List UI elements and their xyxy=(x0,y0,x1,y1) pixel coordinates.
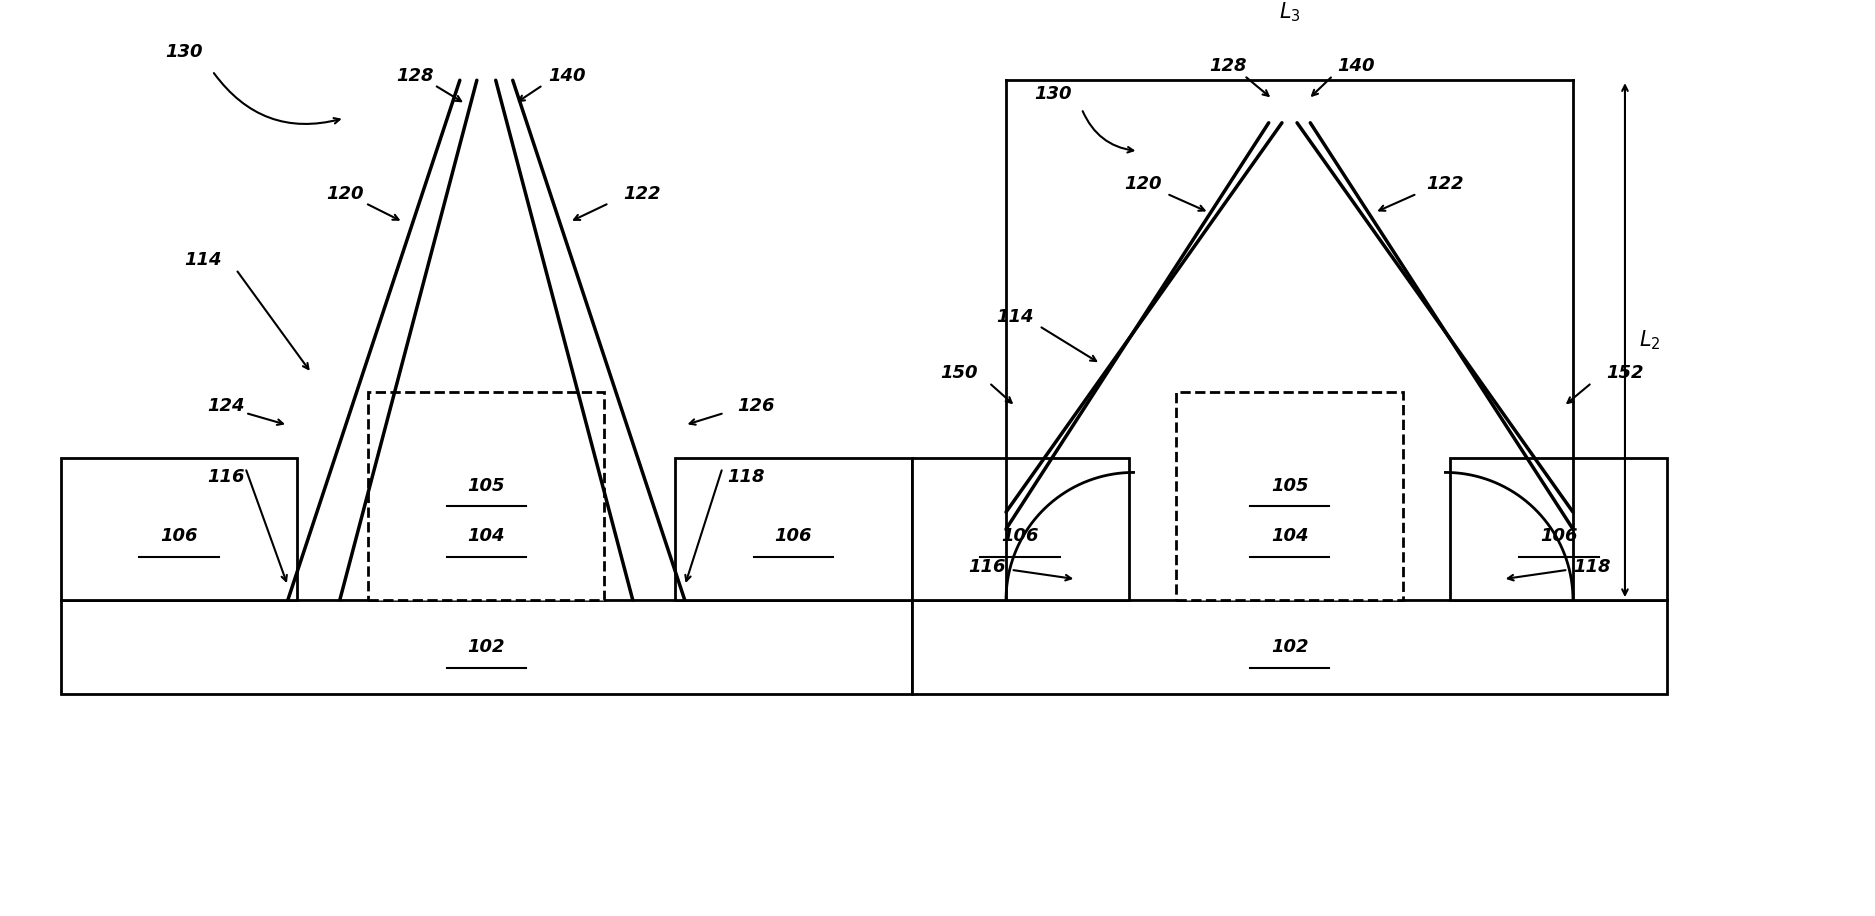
Text: 120: 120 xyxy=(1125,175,1162,193)
Text: 118: 118 xyxy=(728,468,765,486)
Bar xyxy=(62,600,911,694)
Text: 130: 130 xyxy=(165,43,202,61)
Text: 102: 102 xyxy=(467,638,504,656)
Text: 104: 104 xyxy=(467,528,504,545)
Bar xyxy=(62,458,298,600)
Bar xyxy=(675,458,911,600)
Bar xyxy=(911,600,1667,694)
Text: 126: 126 xyxy=(737,398,774,415)
Bar xyxy=(911,458,1129,600)
Text: 122: 122 xyxy=(624,185,662,202)
Text: 105: 105 xyxy=(1271,476,1309,495)
Bar xyxy=(1449,458,1667,600)
Text: 105: 105 xyxy=(467,476,504,495)
Text: 114: 114 xyxy=(184,251,221,268)
Text: 130: 130 xyxy=(1035,85,1072,104)
Text: 116: 116 xyxy=(208,468,246,486)
Text: 116: 116 xyxy=(968,558,1005,576)
Text: 102: 102 xyxy=(1271,638,1309,656)
Text: $L_2$: $L_2$ xyxy=(1639,328,1661,352)
Text: 152: 152 xyxy=(1607,365,1644,382)
Text: 124: 124 xyxy=(208,398,246,415)
Text: 140: 140 xyxy=(548,67,585,84)
Text: 122: 122 xyxy=(1427,175,1464,193)
Text: 128: 128 xyxy=(398,67,435,84)
Text: 140: 140 xyxy=(1337,57,1374,75)
Text: 106: 106 xyxy=(1001,528,1039,545)
Bar xyxy=(1176,392,1402,600)
Text: 106: 106 xyxy=(774,528,812,545)
Text: 128: 128 xyxy=(1209,57,1247,75)
Text: 106: 106 xyxy=(1539,528,1577,545)
Text: 104: 104 xyxy=(1271,528,1309,545)
Bar xyxy=(368,392,604,600)
Text: 106: 106 xyxy=(161,528,199,545)
Text: 114: 114 xyxy=(998,308,1035,325)
Text: 150: 150 xyxy=(939,365,977,382)
Text: $L_3$: $L_3$ xyxy=(1279,0,1301,24)
Text: 118: 118 xyxy=(1573,558,1611,576)
Text: 120: 120 xyxy=(326,185,364,202)
